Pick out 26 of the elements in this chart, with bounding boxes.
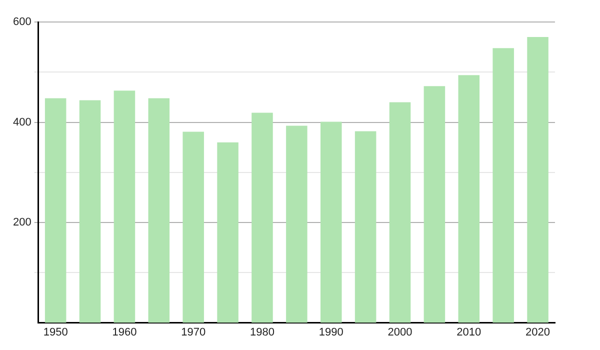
bar xyxy=(79,100,101,323)
bar xyxy=(44,98,66,323)
y-tick-label: 200 xyxy=(12,216,32,229)
x-tick-label: 1960 xyxy=(112,326,137,338)
y-tick-label: 400 xyxy=(12,116,32,128)
bar xyxy=(148,98,170,323)
x-tick-label: 2010 xyxy=(456,326,482,338)
bar xyxy=(527,37,548,323)
bar xyxy=(286,126,308,323)
bar xyxy=(389,102,411,323)
bar xyxy=(320,122,342,323)
x-tick-label: 1980 xyxy=(250,326,274,338)
bar xyxy=(182,132,204,323)
bar xyxy=(252,112,273,323)
x-tick-label: 1990 xyxy=(318,326,344,338)
bar xyxy=(424,86,446,323)
y-tick-label: 600 xyxy=(12,16,32,28)
bar xyxy=(114,90,136,323)
x-tick-label: 1950 xyxy=(43,326,68,338)
x-tick-label: 2020 xyxy=(526,326,550,338)
bar xyxy=(354,131,376,323)
bar xyxy=(217,142,238,323)
bar xyxy=(458,75,480,323)
bar xyxy=(492,48,514,323)
x-tick-label: 1970 xyxy=(181,326,206,338)
x-tick-label: 2000 xyxy=(388,326,412,338)
